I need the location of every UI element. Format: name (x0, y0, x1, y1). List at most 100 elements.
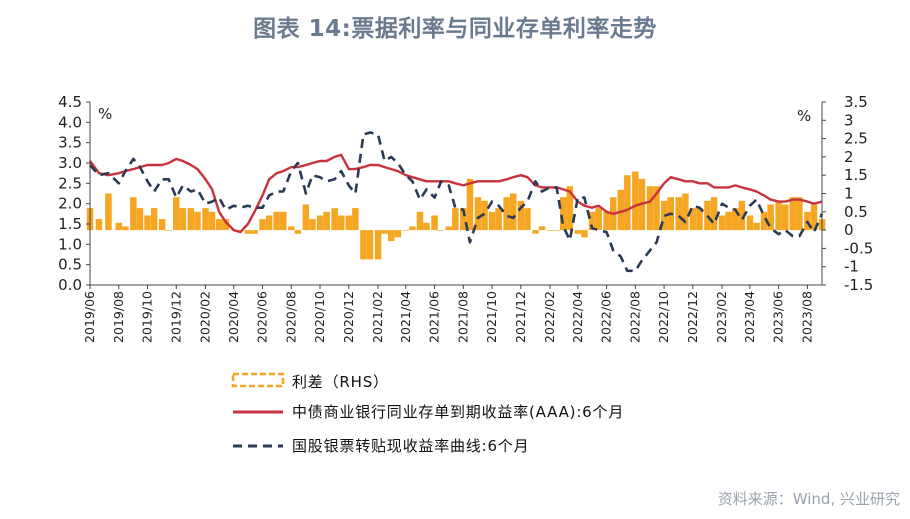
spread-bar (689, 208, 697, 231)
left-axis-unit: % (98, 105, 112, 123)
spread-bar (732, 208, 739, 231)
right-axis-unit: % (797, 107, 811, 125)
right-tick-label: 3 (844, 111, 854, 129)
spread-bar (402, 230, 410, 231)
spread-bar (381, 230, 388, 234)
x-tick-label: 2021/08 (455, 291, 470, 343)
spread-bar (452, 208, 459, 231)
spread-bar (617, 189, 624, 231)
x-tick-label: 2022/12 (685, 291, 700, 343)
left-tick-label: 3.5 (58, 134, 82, 152)
spread-bar (130, 197, 137, 231)
spread-bar (244, 230, 252, 234)
right-tick-label: 1.5 (844, 166, 868, 184)
x-tick-label: 2023/02 (714, 291, 729, 343)
spread-bar (202, 208, 209, 231)
x-tick-label: 2023/08 (799, 291, 814, 343)
axes: 0.0 0.5 1.0 1.5 2.0 2.5 3.0 3.5 4.0 4.5 -1.5-1-0.5… (58, 93, 873, 343)
legend-swatch-spread (231, 372, 285, 388)
spread-bar (718, 215, 726, 231)
spread-bar (510, 193, 517, 231)
x-tick-label: 2019/06 (82, 291, 97, 343)
spread-bar (158, 219, 166, 231)
right-tick-label: 0.5 (844, 203, 868, 221)
spread-bar (495, 208, 502, 231)
spread-bar (265, 215, 273, 231)
x-tick-label: 2020/10 (312, 291, 327, 343)
spread-bar (460, 208, 467, 231)
spread-bar (646, 186, 654, 231)
x-tick-label: 2021/04 (398, 291, 413, 343)
left-tick-label: 4.5 (58, 93, 82, 111)
right-tick-label: -1.5 (844, 276, 873, 294)
x-tick-label: 2022/10 (656, 291, 671, 343)
right-tick-label: 2.5 (844, 130, 868, 148)
spread-bar (323, 211, 330, 231)
spread-bar (738, 200, 746, 231)
left-tick-label: 1.5 (58, 215, 82, 233)
spread-bar (215, 219, 223, 231)
spread-bar (150, 208, 158, 231)
spread-bar (588, 211, 596, 231)
left-tick-label: 0.5 (58, 256, 82, 274)
spread-bar (273, 211, 280, 231)
left-tick-label: 2.0 (58, 195, 82, 213)
x-tick-label: 2021/10 (484, 291, 499, 343)
spread-bar (474, 197, 482, 231)
spread-bar (409, 226, 416, 231)
source-note: 资料来源：Wind, 兴业研究 (717, 490, 900, 508)
spread-bar (394, 230, 402, 238)
spread-bar (560, 197, 567, 231)
spread-bar (653, 186, 660, 231)
spread-bar (603, 211, 610, 231)
spread-bar (416, 211, 424, 231)
x-tick-label: 2019/12 (168, 291, 183, 343)
bill-rate-line (89, 131, 824, 273)
spread-bar (259, 219, 266, 231)
right-tick-label: 1 (844, 185, 854, 203)
spread-bar (782, 204, 789, 231)
spread-bar (173, 197, 180, 231)
spread-bar (775, 200, 782, 231)
spread-bar (352, 208, 359, 231)
spread-bar (423, 222, 430, 231)
spread-bar (660, 200, 668, 231)
spread-bar (753, 222, 760, 231)
spread-bar (574, 230, 582, 234)
right-tick-label: -1 (844, 258, 859, 276)
spread-bar (115, 222, 122, 231)
spread-bar (524, 208, 531, 231)
spread-bar (532, 230, 539, 234)
x-tick-label: 2019/08 (111, 291, 126, 343)
x-tick-label: 2020/04 (226, 291, 241, 343)
spread-bar (331, 208, 338, 231)
x-tick-label: 2019/10 (140, 291, 155, 343)
left-tick-label: 1.0 (58, 235, 82, 253)
spread-bar (746, 215, 754, 231)
spread-bar (437, 230, 445, 231)
series-lines (89, 131, 824, 273)
spread-bar (316, 215, 324, 231)
spread-bar (144, 215, 151, 231)
x-tick-label: 2020/02 (197, 291, 212, 343)
right-tick-label: -0.5 (844, 239, 873, 257)
spread-bar (546, 230, 554, 231)
x-tick-label: 2020/08 (283, 291, 298, 343)
x-tick-label: 2020/06 (255, 291, 270, 343)
spread-bar (302, 204, 310, 231)
legend-label: 中债商业银行同业存单到期收益率(AAA):6个月 (292, 403, 624, 421)
spread-bar (222, 219, 229, 231)
x-tick-label: 2021/12 (513, 291, 528, 343)
spread-bar (517, 200, 525, 231)
spread-bar (360, 230, 367, 260)
left-tick-label: 0.0 (58, 276, 82, 294)
x-tick-label: 2022/04 (570, 291, 585, 343)
spread-bar (288, 226, 295, 231)
spread-bar (503, 197, 510, 231)
spread-bar (179, 208, 187, 231)
spread-bar (388, 230, 395, 242)
chart-title: 图表 14:票据利率与同业存单利率走势 (253, 16, 657, 42)
spread-bar (165, 230, 172, 231)
spread-bar (374, 230, 382, 260)
spread-bar (122, 226, 129, 231)
